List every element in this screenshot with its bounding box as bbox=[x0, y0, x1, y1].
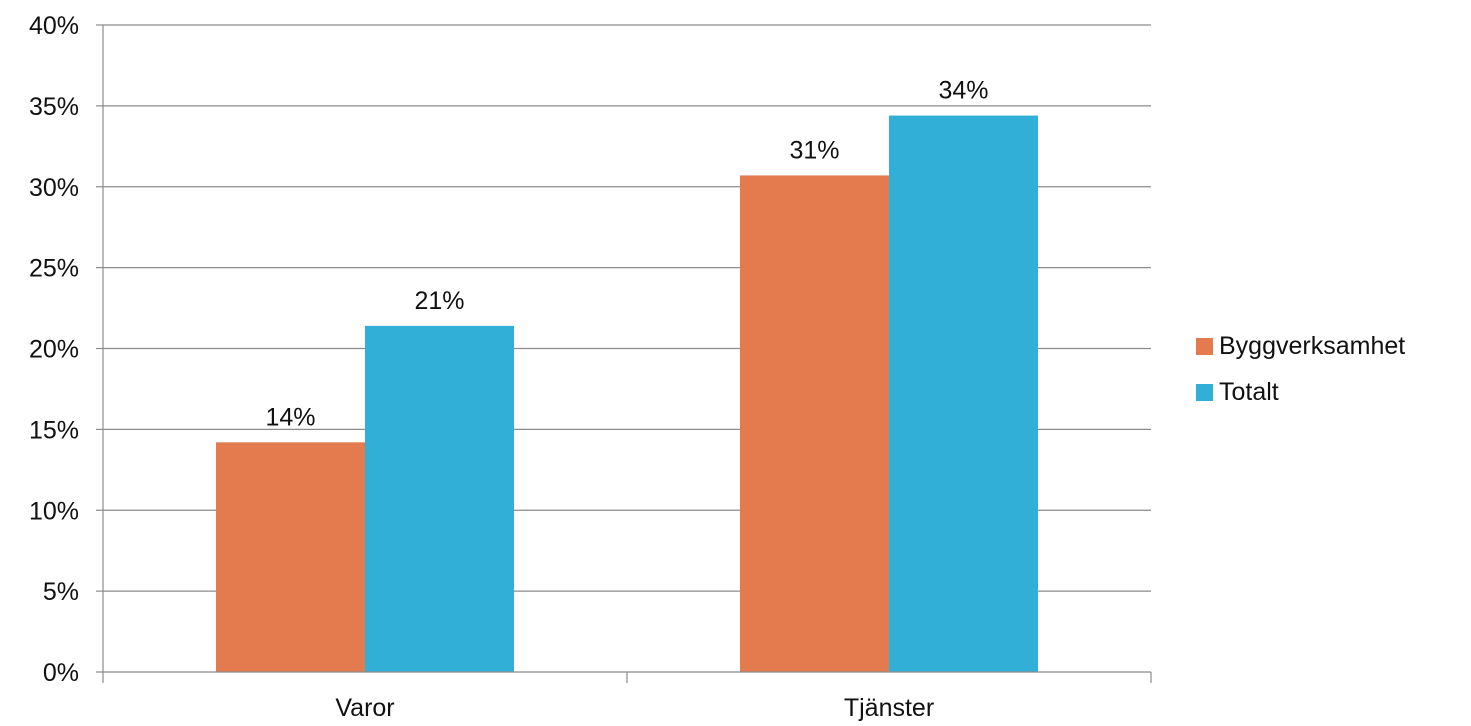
y-tick-label: 30% bbox=[29, 174, 79, 202]
y-tick-label: 35% bbox=[29, 93, 79, 121]
y-tick-label: 0% bbox=[43, 659, 79, 687]
y-tick-label: 40% bbox=[29, 12, 79, 40]
data-labels: 14% 21% 31% 34% bbox=[265, 77, 988, 432]
legend-label-totalt: Totalt bbox=[1219, 377, 1279, 406]
legend-label-byggverksamhet: Byggverksamhet bbox=[1219, 331, 1406, 360]
x-tick-label: Varor bbox=[335, 694, 394, 722]
bar-byggverksamhet-varor bbox=[216, 442, 365, 672]
y-tick-label: 25% bbox=[29, 255, 79, 283]
legend: Byggverksamhet Totalt bbox=[1196, 328, 1405, 420]
bars bbox=[216, 115, 1038, 673]
y-axis-ticks: 0% 5% 10% 15% 20% 25% 30% 35% 40% bbox=[29, 12, 103, 687]
y-tick-label: 5% bbox=[43, 578, 79, 606]
y-tick-label: 20% bbox=[29, 336, 79, 364]
bar-totalt-tjänster bbox=[889, 115, 1038, 672]
y-tick-label: 15% bbox=[29, 416, 79, 444]
y-tick-label: 10% bbox=[29, 497, 79, 525]
legend-item-byggverksamhet: Byggverksamhet bbox=[1196, 328, 1405, 364]
x-tick-label: Tjänster bbox=[844, 694, 934, 722]
legend-swatch-byggverksamhet bbox=[1196, 337, 1213, 355]
data-label: 14% bbox=[265, 403, 315, 431]
x-axis-ticks: Varor Tjänster bbox=[102, 672, 1152, 722]
bar-totalt-varor bbox=[365, 325, 514, 672]
data-label: 31% bbox=[789, 136, 839, 164]
data-label: 21% bbox=[414, 287, 464, 315]
legend-swatch-totalt bbox=[1196, 383, 1213, 401]
data-label: 34% bbox=[938, 77, 988, 105]
bar-byggverksamhet-tjänster bbox=[740, 175, 889, 673]
legend-item-totalt: Totalt bbox=[1196, 374, 1405, 410]
